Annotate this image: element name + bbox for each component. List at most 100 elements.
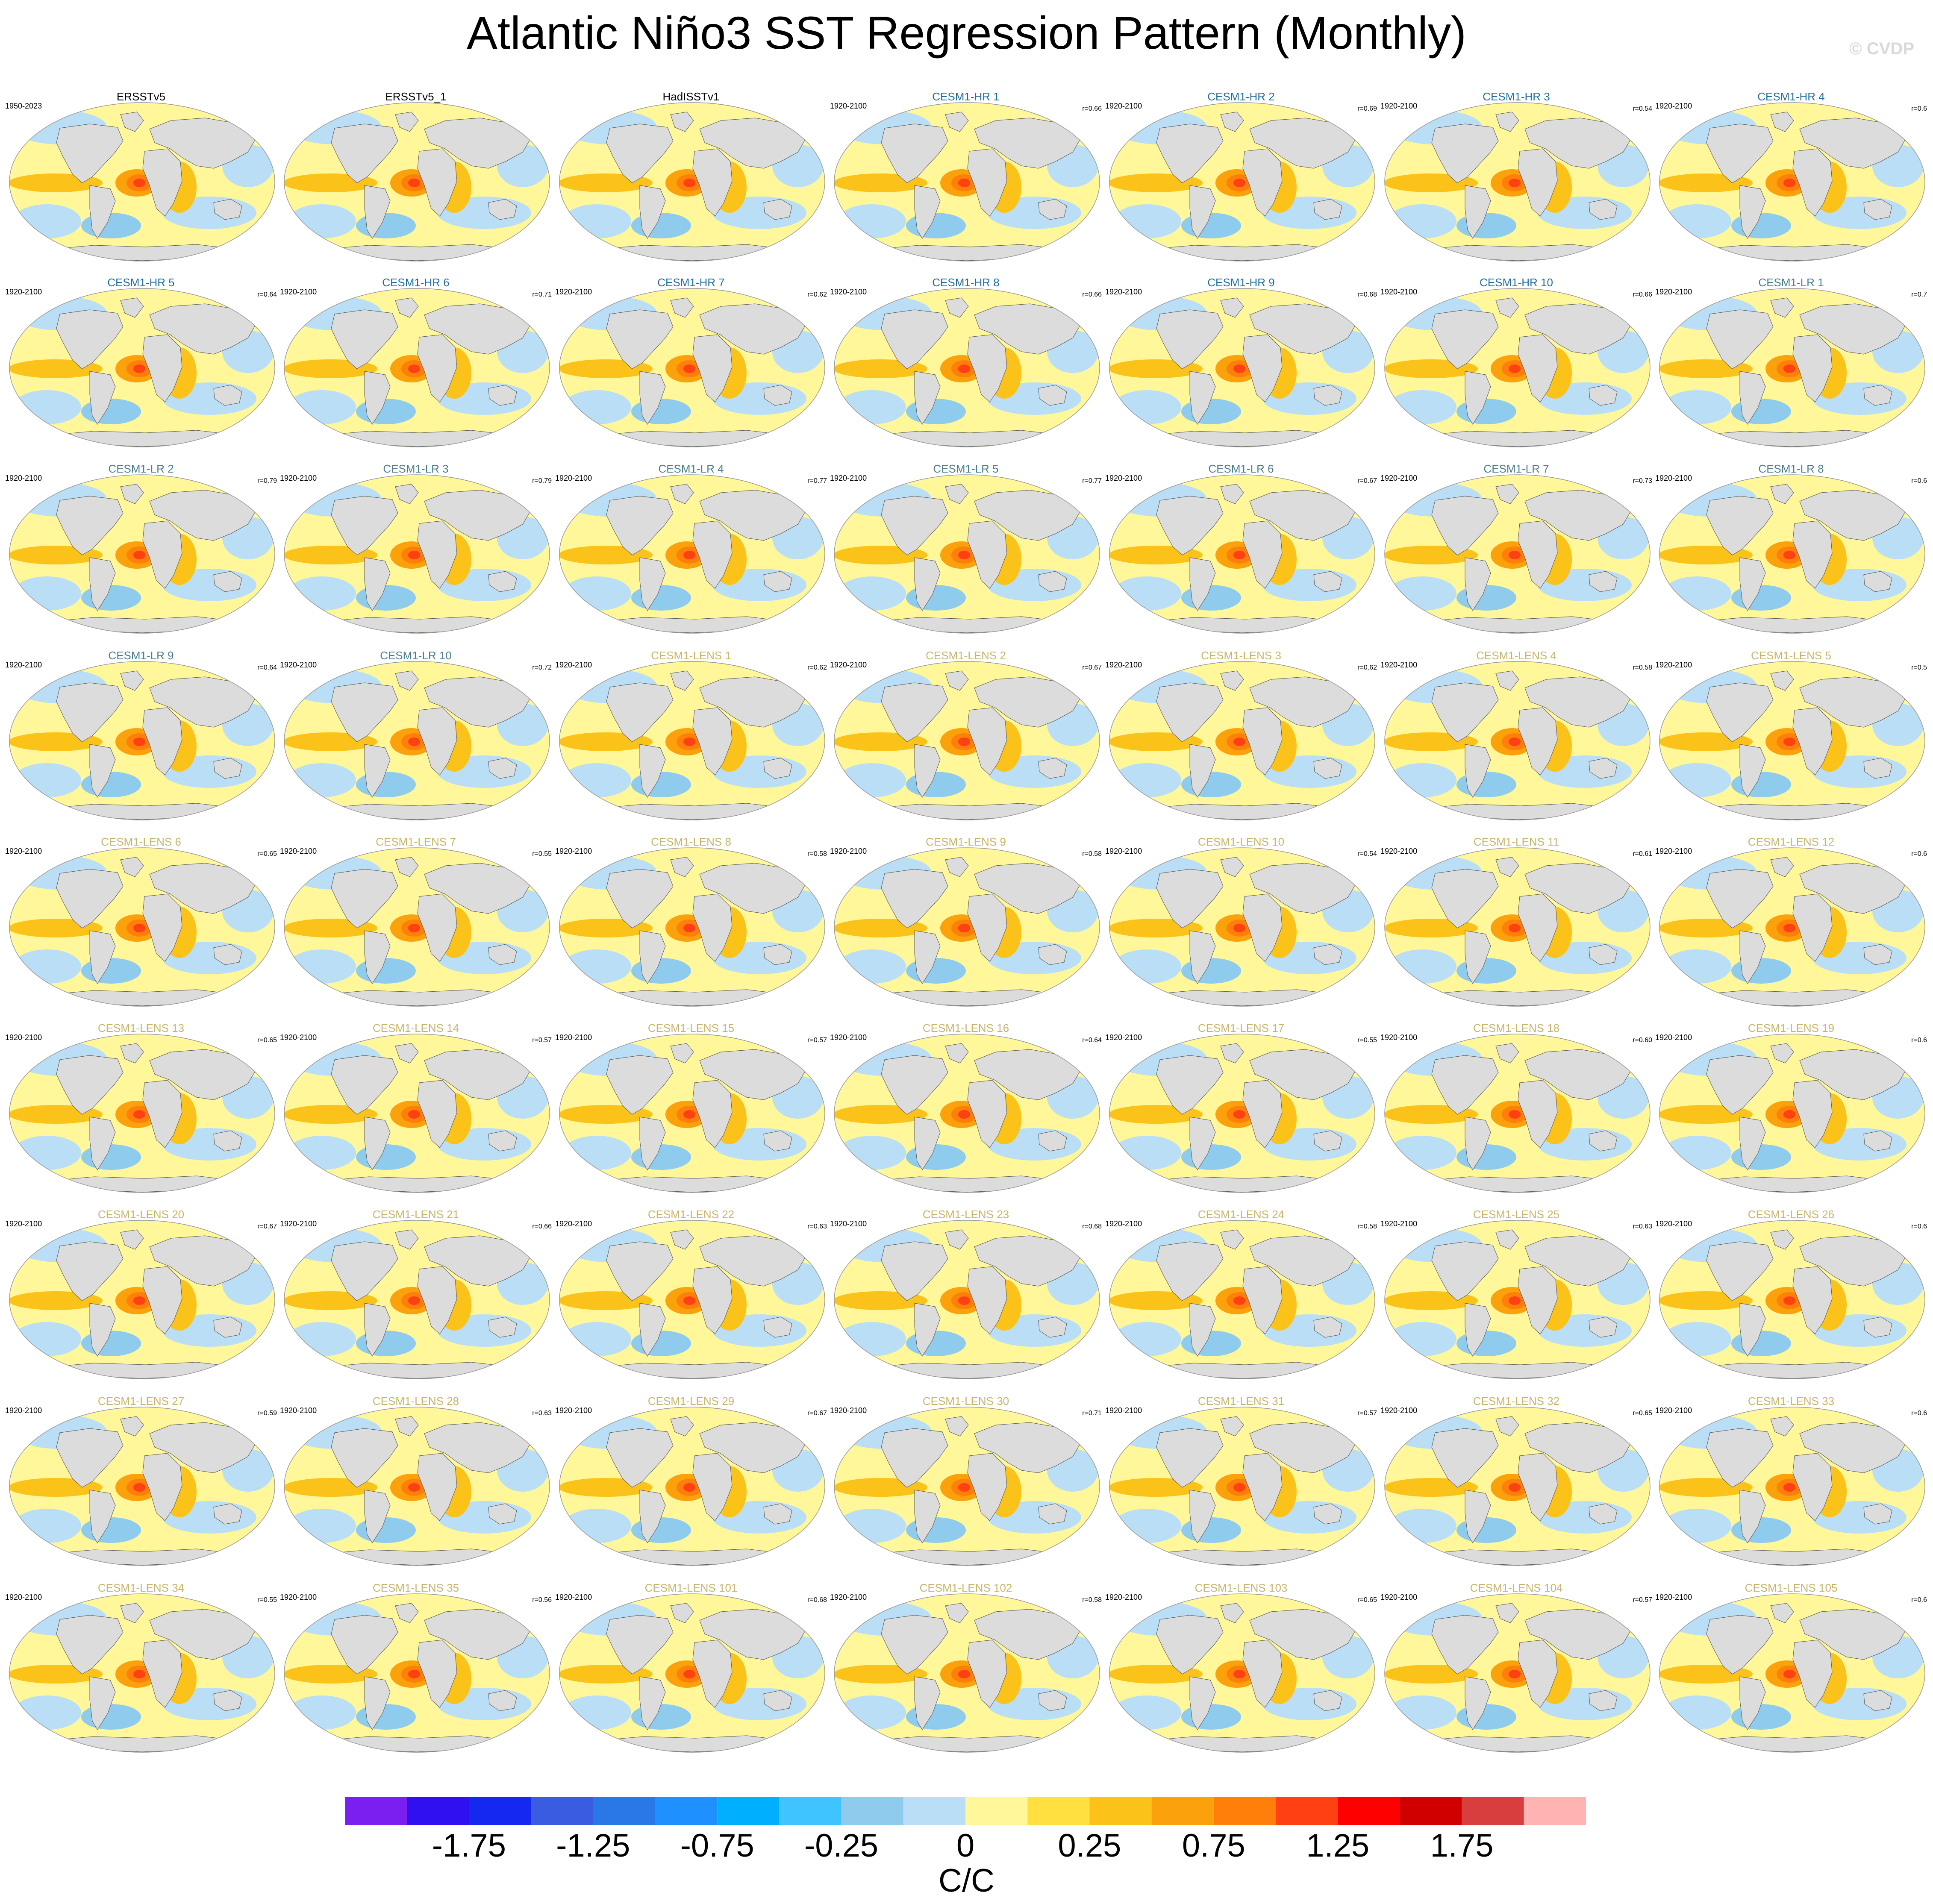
- africa-shape: [692, 148, 733, 217]
- regression-map: [1384, 1407, 1651, 1566]
- panel-title: CESM1-LENS 101: [644, 1581, 738, 1594]
- antarctica-shape: [1696, 989, 1890, 1006]
- regression-map: [1109, 1220, 1375, 1379]
- australia-shape: [1313, 758, 1342, 779]
- cool-anomaly: [1388, 576, 1456, 611]
- greenland-shape: [395, 1229, 419, 1250]
- cool-anomaly: [1456, 1704, 1516, 1730]
- colorbar-box: [1462, 1797, 1524, 1825]
- map-outline: [1384, 847, 1651, 1007]
- map-outline: [1109, 1220, 1375, 1379]
- panel-pattern-correlation: r=0.73: [1633, 477, 1652, 485]
- greenland-shape: [670, 1416, 694, 1437]
- panel-years: 1920-2100: [1655, 1033, 1692, 1042]
- cool-anomaly: [81, 213, 141, 238]
- greenland-shape: [395, 857, 419, 877]
- map-outline: [9, 474, 275, 634]
- cool-anomaly: [1181, 1144, 1241, 1170]
- cool-anomaly: [906, 585, 966, 611]
- eurasia-shape: [1249, 118, 1357, 169]
- map-outline: [559, 102, 825, 262]
- antarctica-shape: [1696, 1735, 1890, 1752]
- panel-pattern-correlation: r=0.55: [532, 850, 552, 858]
- map-panel: CESM1-LENS 30 1920-2100 r=0.71: [829, 1394, 1103, 1581]
- panel-title: CESM1-HR 7: [657, 276, 725, 289]
- colorbar-tick-label: -0.25: [804, 1828, 879, 1864]
- north-america-shape: [1156, 309, 1224, 369]
- warm-anomaly: [1509, 1483, 1521, 1492]
- colorbar-tick-label: -1.25: [556, 1828, 630, 1864]
- south-america-shape: [914, 1117, 941, 1170]
- south-america-shape: [364, 1303, 391, 1357]
- africa-shape: [967, 334, 1007, 403]
- cool-anomaly: [1388, 1136, 1456, 1170]
- regression-map: [284, 847, 550, 1007]
- antarctica-shape: [321, 803, 515, 820]
- map-outline: [1659, 661, 1925, 820]
- panel-pattern-correlation: r=0.5: [1911, 664, 1927, 671]
- south-america-shape: [1739, 1303, 1766, 1357]
- north-america-shape: [56, 123, 124, 183]
- regression-map: [9, 847, 275, 1007]
- map-outline: [1384, 661, 1651, 820]
- eurasia-shape: [1799, 1235, 1907, 1287]
- eurasia-shape: [424, 676, 532, 728]
- eurasia-shape: [1524, 1049, 1632, 1100]
- cool-anomaly: [1456, 1144, 1516, 1170]
- map-outline: [834, 288, 1100, 447]
- regression-map: [834, 1034, 1100, 1193]
- colorbar-box: [1151, 1797, 1214, 1825]
- greenland-shape: [1220, 1229, 1244, 1250]
- map-outline: [1659, 1407, 1925, 1566]
- eurasia-shape: [699, 118, 807, 169]
- regression-map: [284, 661, 550, 820]
- panel-title: CESM1-LENS 9: [926, 835, 1006, 848]
- map-outline: [1109, 661, 1375, 820]
- australia-shape: [1038, 1690, 1067, 1711]
- map-panel: CESM1-HR 5 1920-2100 r=0.64: [4, 276, 278, 462]
- panel-years: 1920-2100: [1655, 847, 1692, 855]
- panel-pattern-correlation: r=0.71: [1082, 1410, 1102, 1417]
- map-panel: CESM1-LR 2 1920-2100 r=0.79: [4, 462, 278, 648]
- africa-shape: [1518, 1080, 1558, 1148]
- panel-title: CESM1-LENS 10: [1197, 835, 1285, 848]
- north-america-shape: [1156, 1615, 1224, 1675]
- cool-anomaly: [13, 1695, 81, 1730]
- south-america-shape: [639, 1676, 666, 1730]
- regression-map: [1659, 288, 1925, 447]
- panel-years: 1920-2100: [555, 288, 592, 296]
- map-outline: [559, 1593, 825, 1753]
- panel-years: 1920-2100: [5, 1406, 42, 1415]
- greenland-shape: [120, 1229, 144, 1250]
- south-america-shape: [914, 185, 941, 239]
- cool-anomaly: [631, 958, 691, 984]
- colorbar-box: [1524, 1797, 1586, 1825]
- regression-map: [834, 847, 1100, 1007]
- cool-anomaly: [906, 399, 966, 424]
- antarctica-shape: [1146, 616, 1340, 633]
- cool-anomaly: [288, 1136, 356, 1170]
- australia-shape: [1313, 199, 1342, 220]
- greenland-shape: [1495, 1229, 1519, 1250]
- australia-shape: [1863, 758, 1892, 779]
- warm-anomaly: [1509, 179, 1521, 187]
- antarctica-shape: [1696, 803, 1890, 820]
- antarctica-shape: [321, 244, 515, 261]
- australia-shape: [1589, 571, 1618, 592]
- africa-shape: [967, 707, 1007, 776]
- cool-anomaly: [1456, 213, 1516, 238]
- south-america-shape: [1189, 1117, 1216, 1170]
- panel-years: 1920-2100: [280, 847, 317, 855]
- map-panel: CESM1-LENS 28 1920-2100 r=0.63: [279, 1394, 553, 1581]
- regression-map: [1659, 1407, 1925, 1566]
- map-panel: CESM1-LENS 29 1920-2100 r=0.67: [554, 1394, 828, 1581]
- warm-anomaly: [958, 1670, 970, 1678]
- north-america-shape: [56, 1241, 124, 1301]
- cool-anomaly: [288, 204, 356, 238]
- south-america-shape: [1465, 930, 1491, 984]
- eurasia-shape: [699, 863, 807, 914]
- cool-anomaly: [1731, 772, 1791, 797]
- map-panel: CESM1-LENS 18 1920-2100 r=0.60: [1380, 1021, 1653, 1208]
- regression-map: [9, 1034, 275, 1193]
- regression-map: [9, 661, 275, 820]
